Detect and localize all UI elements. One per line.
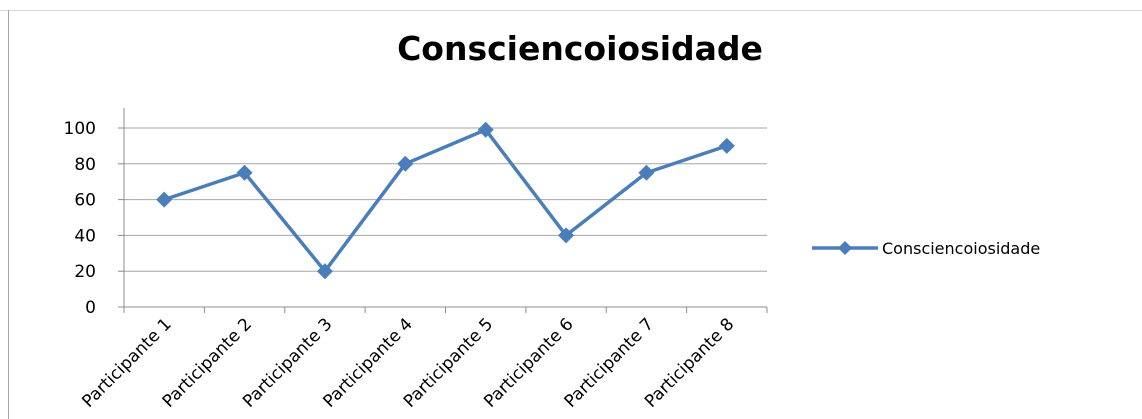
gridlines (124, 127, 767, 272)
axes (118, 108, 768, 313)
legend-marker (838, 241, 852, 255)
data-series (156, 121, 735, 280)
data-point-3 (316, 263, 333, 280)
legend-label: Consciencoiosidade (882, 239, 1040, 258)
y-axis-tick-labels: 0 20 40 60 80 100 (64, 119, 96, 318)
y-tick-label-80: 80 (74, 155, 96, 175)
series-line (163, 128, 728, 273)
y-tick-label-60: 60 (74, 191, 96, 211)
frame-left-border (8, 10, 9, 419)
data-point-8 (718, 137, 735, 154)
y-tick-label-20: 20 (74, 262, 96, 282)
legend: Consciencoiosidade (812, 239, 1040, 258)
y-tick-label-40: 40 (74, 226, 96, 246)
y-tick-label-0: 0 (85, 298, 96, 318)
frame-top-border (0, 10, 1142, 11)
data-point-5 (477, 121, 494, 138)
chart-title: Consciencoiosidade (397, 29, 763, 68)
data-point-2 (236, 164, 253, 181)
y-tick-label-100: 100 (64, 119, 96, 139)
data-point-6 (558, 227, 575, 244)
data-point-4 (397, 155, 414, 172)
data-point-7 (638, 164, 655, 181)
data-point-1 (156, 191, 173, 208)
